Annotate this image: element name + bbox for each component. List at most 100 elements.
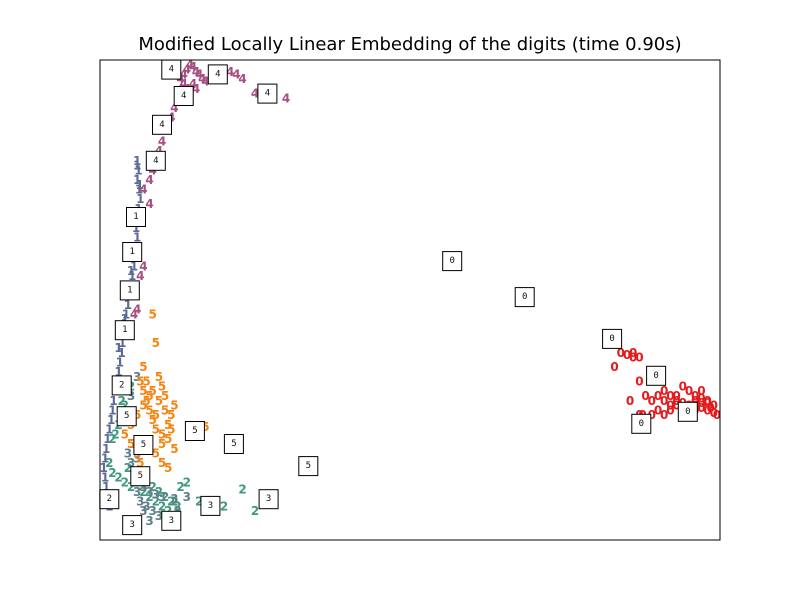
digit-point-5: 5 — [155, 370, 163, 384]
thumbnail-box — [223, 434, 244, 454]
digit-point-3: 3 — [133, 451, 141, 465]
digit-point-3: 3 — [133, 485, 141, 499]
digit-thumbnail: 3 — [258, 489, 279, 510]
digit-point-0: 0 — [623, 348, 631, 362]
digit-point-0: 0 — [697, 401, 705, 415]
digit-point-2: 2 — [139, 485, 147, 499]
thumbnail-digit: 0 — [639, 419, 644, 429]
digit-thumbnail: 0 — [442, 251, 463, 272]
thumbnail-digit: 5 — [141, 440, 146, 450]
digit-point-0: 0 — [672, 394, 680, 408]
thumbnail-digit: 4 — [265, 89, 270, 99]
digit-point-1: 1 — [124, 298, 132, 312]
digit-point-5: 5 — [164, 432, 172, 446]
digit-point-4: 4 — [145, 197, 153, 211]
thumbnail-box — [122, 515, 143, 536]
digit-point-0: 0 — [710, 399, 718, 413]
thumbnail-digit: 5 — [306, 461, 311, 471]
thumbnail-box — [130, 466, 151, 487]
digit-point-2: 2 — [251, 504, 259, 518]
digit-point-0: 0 — [617, 346, 625, 360]
thumbnail-digit: 4 — [153, 156, 158, 166]
digit-point-1: 1 — [114, 365, 122, 379]
digit-point-2: 2 — [121, 475, 129, 489]
thumbnail-digit: 3 — [129, 520, 134, 530]
digit-point-1: 1 — [101, 471, 109, 485]
digit-point-5: 5 — [158, 437, 166, 451]
digit-point-4: 4 — [139, 183, 147, 197]
digit-point-0: 0 — [697, 396, 705, 410]
digit-point-5: 5 — [145, 403, 153, 417]
thumbnail-box — [152, 114, 172, 135]
digit-point-2: 2 — [108, 432, 116, 446]
thumbnail-box — [173, 86, 194, 106]
digit-thumbnail: 0 — [602, 328, 623, 349]
digit-point-5: 5 — [167, 423, 175, 437]
thumbnail-digit: 4 — [181, 91, 186, 101]
digit-point-0: 0 — [635, 375, 643, 389]
thumbnail-box — [145, 150, 166, 171]
digit-point-1: 1 — [101, 451, 109, 465]
thumbnail-digit: 3 — [208, 501, 213, 511]
digit-point-4: 4 — [183, 63, 191, 77]
thumbnail-box — [602, 328, 623, 349]
digit-point-2: 2 — [183, 475, 191, 489]
thumbnail-box — [646, 365, 667, 386]
scatter-marks: 0000000000000000000000000000000000000000… — [100, 58, 722, 528]
digit-point-2: 2 — [167, 495, 175, 509]
digit-point-0: 0 — [629, 351, 637, 365]
digit-point-2: 2 — [124, 461, 132, 475]
digit-point-2: 2 — [238, 483, 246, 497]
digit-point-4: 4 — [251, 87, 259, 101]
digit-point-2: 2 — [108, 466, 116, 480]
digit-point-5: 5 — [139, 360, 147, 374]
digit-point-3: 3 — [170, 492, 178, 506]
digit-point-3: 3 — [139, 480, 147, 494]
digit-point-0: 0 — [666, 403, 674, 417]
digit-point-0: 0 — [635, 351, 643, 365]
digit-point-1: 1 — [121, 312, 129, 326]
digit-point-1: 1 — [103, 432, 111, 446]
digit-point-4: 4 — [192, 82, 200, 96]
digit-thumbnail: 0 — [514, 287, 535, 308]
thumbnail-box — [114, 320, 135, 341]
digit-thumbnail: 5 — [298, 456, 319, 477]
digit-point-0: 0 — [626, 394, 634, 408]
digit-point-4: 4 — [195, 67, 203, 81]
digit-point-4: 4 — [136, 269, 144, 283]
digit-point-1: 1 — [109, 394, 117, 408]
digit-thumbnail: 0 — [646, 365, 667, 386]
digit-point-4: 4 — [180, 67, 188, 81]
digit-point-1: 1 — [107, 413, 115, 427]
thumbnail-digit: 1 — [127, 285, 132, 295]
digit-point-3: 3 — [145, 514, 153, 528]
digit-point-0: 0 — [660, 408, 668, 422]
digit-thumbnail: 5 — [130, 466, 151, 487]
digit-point-1: 1 — [132, 221, 140, 235]
digit-point-4: 4 — [201, 75, 209, 89]
digit-point-5: 5 — [170, 442, 178, 456]
thumbnail-box — [111, 375, 132, 396]
digit-point-5: 5 — [139, 399, 147, 413]
digit-point-5: 5 — [158, 379, 166, 393]
digit-point-0: 0 — [697, 391, 705, 405]
digit-point-2: 2 — [105, 456, 113, 470]
digit-point-2: 2 — [145, 490, 153, 504]
thumbnail-box — [126, 207, 146, 227]
digit-point-0: 0 — [666, 389, 674, 403]
digit-point-0: 0 — [691, 394, 699, 408]
thumbnail-digit: 2 — [107, 494, 112, 504]
digit-point-0: 0 — [710, 406, 718, 420]
digit-point-5: 5 — [170, 399, 178, 413]
digit-point-4: 4 — [198, 72, 206, 86]
thumbnail-digit: 1 — [133, 212, 138, 222]
digit-point-1: 1 — [136, 178, 144, 192]
digit-point-0: 0 — [629, 346, 637, 360]
digit-point-4: 4 — [232, 67, 240, 81]
digit-point-4: 4 — [282, 91, 290, 105]
digit-point-5: 5 — [158, 427, 166, 441]
digit-thumbnail: 2 — [111, 375, 132, 396]
digit-point-5: 5 — [152, 423, 160, 437]
digit-point-2: 2 — [111, 427, 119, 441]
